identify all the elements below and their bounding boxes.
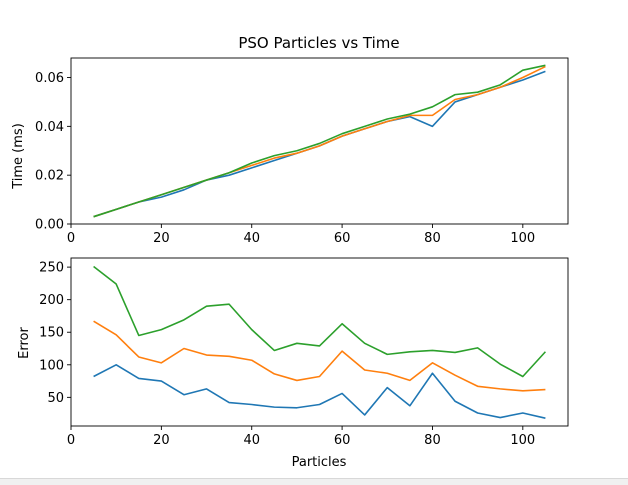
error-series-line-1 — [93, 363, 546, 419]
error-series-line-2 — [93, 320, 546, 392]
error-y-axis-label: Error — [17, 327, 32, 359]
window-status-strip — [0, 478, 628, 485]
error-x-tick-label: 20 — [153, 433, 170, 448]
time-ticks: 0 20 40 60 80 100 0.00 0.02 0.04 0.06 — [35, 71, 535, 246]
time-subplot: PSO Particles vs Time Time (ms) 0 20 40 60 8… — [11, 34, 569, 246]
time-plot-frame — [70, 57, 569, 225]
error-y-tick-label: 50 — [47, 391, 64, 406]
error-y-tick-label: 250 — [39, 261, 64, 276]
time-x-tick-label: 100 — [510, 231, 535, 246]
time-x-tick-label: 80 — [424, 231, 441, 246]
error-x-tick-label: 0 — [67, 433, 75, 448]
error-x-tick-label: 40 — [243, 433, 260, 448]
error-series-line-3 — [93, 265, 547, 378]
error-x-tick-label: 80 — [424, 433, 441, 448]
time-y-tick-label: 0.02 — [35, 169, 64, 184]
x-axis-label: Particles — [292, 455, 347, 470]
chart-title: PSO Particles vs Time — [238, 34, 399, 52]
time-x-tick-label: 20 — [153, 231, 170, 246]
time-series-line-3 — [93, 64, 546, 218]
time-x-tick-label: 40 — [243, 231, 260, 246]
time-y-tick-label: 0.00 — [35, 218, 64, 233]
error-y-tick-label: 200 — [39, 293, 64, 308]
time-y-tick-label: 0.04 — [35, 120, 64, 135]
error-subplot: Particles Error 0 20 40 60 80 100 50 100 150 200 2… — [17, 257, 569, 470]
error-x-tick-label: 60 — [334, 433, 351, 448]
time-series-layer — [93, 64, 546, 218]
error-y-tick-label: 100 — [39, 358, 64, 373]
error-plot-frame — [70, 257, 569, 427]
error-x-tick-label: 100 — [510, 433, 535, 448]
time-x-tick-label: 0 — [67, 231, 75, 246]
time-y-tick-label: 0.06 — [35, 71, 64, 86]
error-ticks: 0 20 40 60 80 100 50 100 150 200 250 — [39, 261, 535, 448]
time-y-axis-label: Time (ms) — [11, 123, 26, 190]
error-y-tick-label: 150 — [39, 326, 64, 341]
error-series-layer — [93, 265, 547, 419]
time-x-tick-label: 60 — [334, 231, 351, 246]
